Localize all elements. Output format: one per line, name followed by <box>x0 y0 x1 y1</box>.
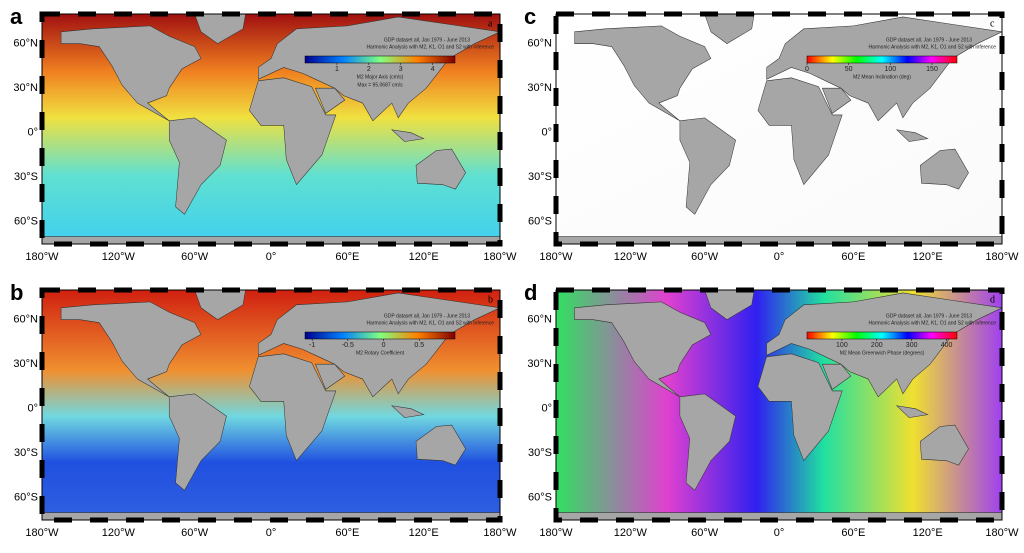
colorbar-tick-label: 1 <box>335 66 339 73</box>
frame <box>555 289 1003 521</box>
source-text: GDP dataset all, Jan 1979 - June 2013 <box>886 313 972 319</box>
lon-label: 180°W <box>25 527 59 539</box>
lon-label: 120°W <box>102 251 136 263</box>
lon-label: 180°W <box>483 527 517 539</box>
method-text: Harmonic Analysis with M2, K1, O1 and S2… <box>868 320 996 326</box>
colorbar-tick-label: 400 <box>941 342 953 349</box>
panel-letter: c <box>524 4 536 29</box>
lat-label: 30°N <box>13 82 38 94</box>
colorbar-tick-label: 100 <box>884 66 896 73</box>
colorbar-tick-label: 4 <box>431 66 435 73</box>
colorbar-label: M2 Mean Inclination (deg) <box>853 74 911 80</box>
frame <box>41 289 501 521</box>
colorbar <box>304 55 456 64</box>
frame <box>555 13 1003 245</box>
lon-label: 120°W <box>614 527 648 539</box>
lon-label: 60°W <box>691 251 719 263</box>
lon-label: 180°W <box>539 527 573 539</box>
colorbar <box>304 331 456 340</box>
colorbar-tick-label: 100 <box>836 342 848 349</box>
lat-label: 60°S <box>14 492 38 504</box>
lon-label: 120°E <box>913 527 943 539</box>
lon-label: 180°W <box>539 251 573 263</box>
source-text: GDP dataset all, Jan 1979 - June 2013 <box>384 313 470 319</box>
colorbar-tick-label: -1 <box>309 342 315 349</box>
lon-label: 120°W <box>614 251 648 263</box>
lat-label: 30°S <box>528 447 552 459</box>
panel-letter-inner: a <box>488 18 493 29</box>
lon-label: 0° <box>774 251 785 263</box>
lon-label: 0° <box>266 251 277 263</box>
lat-label: 0° <box>541 403 552 415</box>
lat-label: 60°N <box>13 38 38 50</box>
colorbar-tick-label: 2 <box>367 66 371 73</box>
method-text: Harmonic Analysis with M2, K1, O1 and S2… <box>868 44 996 50</box>
panel-letter: d <box>524 280 537 305</box>
lat-label: 30°S <box>14 171 38 183</box>
colorbar-tick-label: 50 <box>845 66 853 73</box>
lon-label: 60°E <box>841 251 865 263</box>
colorbar-label: M2 Mean Greenwich Phase (degrees) <box>840 350 925 356</box>
lat-label: 60°S <box>528 216 552 228</box>
lat-label: 0° <box>541 127 552 139</box>
lat-label: 60°S <box>528 492 552 504</box>
lon-label: 120°E <box>409 251 439 263</box>
frame <box>41 13 501 245</box>
method-text: Harmonic Analysis with M2, K1, O1 and S2… <box>366 44 494 50</box>
lat-label: 30°N <box>527 358 552 370</box>
lon-label: 60°E <box>335 251 359 263</box>
lon-label: 180°W <box>985 251 1019 263</box>
lon-label: 0° <box>774 527 785 539</box>
lat-label: 60°N <box>13 314 38 326</box>
lat-label: 30°N <box>13 358 38 370</box>
lon-label: 120°E <box>409 527 439 539</box>
colorbar-tick-label: -0.5 <box>342 342 354 349</box>
panel-letter-inner: c <box>990 18 995 29</box>
lat-label: 0° <box>27 403 38 415</box>
colorbar <box>806 331 958 340</box>
lon-label: 0° <box>266 527 277 539</box>
lon-label: 60°E <box>841 527 865 539</box>
panel-letter-inner: d <box>990 294 995 305</box>
lat-label: 60°S <box>14 216 38 228</box>
lon-label: 180°W <box>985 527 1019 539</box>
panel-letter: b <box>10 280 23 305</box>
colorbar-tick-label: 3 <box>399 66 403 73</box>
lon-label: 180°W <box>483 251 517 263</box>
lon-label: 60°W <box>691 527 719 539</box>
lat-label: 0° <box>27 127 38 139</box>
colorbar-tick-label: 0 <box>805 66 809 73</box>
colorbar-tick-label: 200 <box>871 342 883 349</box>
source-text: GDP dataset all, Jan 1979 - June 2013 <box>384 37 470 43</box>
colorbar-label: M2 Major Axis (cm/s) <box>357 74 404 80</box>
lat-label: 30°N <box>527 82 552 94</box>
lon-label: 120°W <box>102 527 136 539</box>
colorbar-tick-label: 0.5 <box>414 342 424 349</box>
note: Max = 95.0687 cm/s <box>357 82 403 88</box>
lon-label: 180°W <box>25 251 59 263</box>
method-text: Harmonic Analysis with M2, K1, O1 and S2… <box>366 320 494 326</box>
panel-letter: a <box>10 4 23 29</box>
colorbar-tick-label: 300 <box>906 342 918 349</box>
colorbar-tick-label: 0 <box>382 342 386 349</box>
source-text: GDP dataset all, Jan 1979 - June 2013 <box>886 37 972 43</box>
lat-label: 60°N <box>527 38 552 50</box>
colorbar <box>806 55 958 64</box>
lon-label: 60°W <box>181 251 209 263</box>
lat-label: 30°S <box>528 171 552 183</box>
lon-label: 120°E <box>913 251 943 263</box>
panel-letter-inner: b <box>488 294 493 305</box>
lat-label: 60°N <box>527 314 552 326</box>
colorbar-label: M2 Rotary Coefficient <box>356 350 405 356</box>
colorbar-tick-label: 150 <box>926 66 938 73</box>
lon-label: 60°W <box>181 527 209 539</box>
lat-label: 30°S <box>14 447 38 459</box>
lon-label: 60°E <box>335 527 359 539</box>
